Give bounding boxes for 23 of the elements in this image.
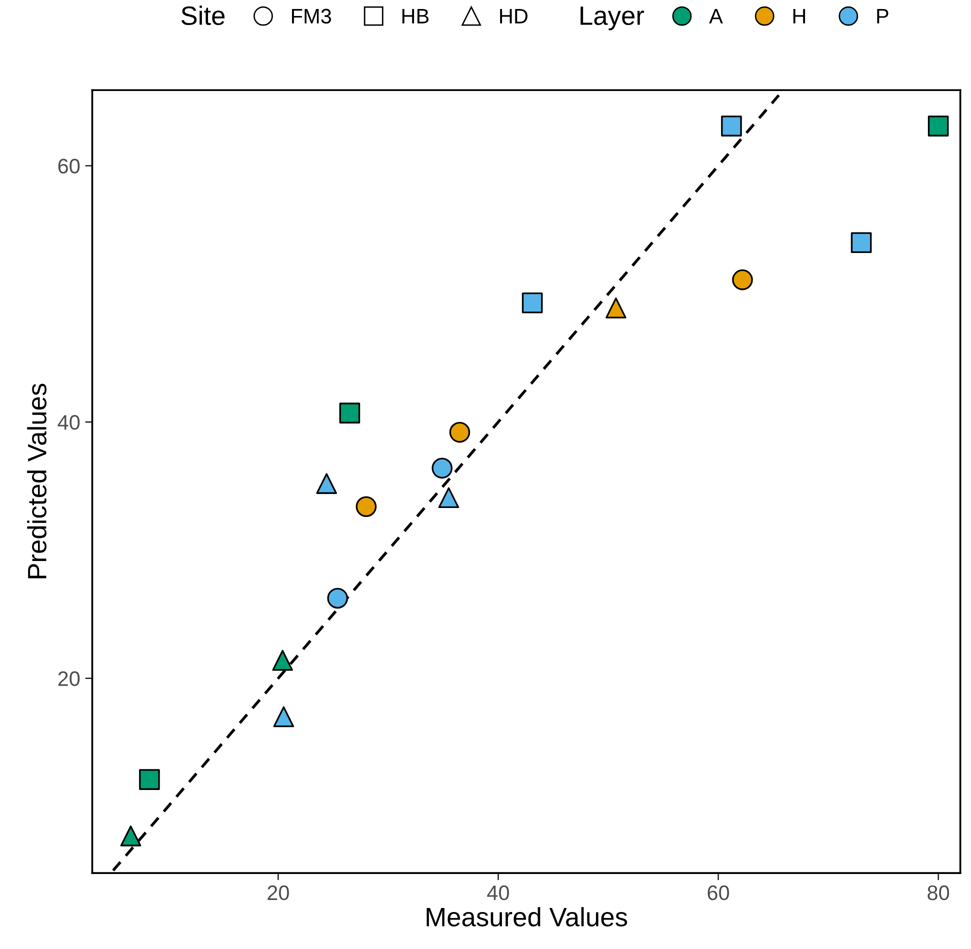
point bbox=[339, 402, 360, 424]
text: Site bbox=[181, 6, 225, 26]
legend-label: H bbox=[793, 9, 806, 24]
point bbox=[316, 473, 337, 494]
point bbox=[928, 116, 949, 136]
y-tick-label: 60 bbox=[58, 158, 80, 174]
y-tick-label: 40 bbox=[58, 415, 80, 430]
y-axis-title: Predicted Values bbox=[27, 384, 46, 578]
point bbox=[273, 706, 294, 728]
x-tick-label: 80 bbox=[928, 885, 950, 900]
legend-label: A bbox=[709, 9, 723, 24]
legend-label: HB bbox=[402, 9, 429, 24]
point bbox=[438, 487, 460, 508]
point bbox=[139, 769, 160, 790]
legend-label: FM3 bbox=[292, 8, 332, 24]
text: Layer bbox=[580, 6, 644, 30]
x-tick-label: 60 bbox=[708, 885, 730, 900]
x-axis-title: Measured Values bbox=[426, 907, 628, 926]
legend-label: HD bbox=[500, 9, 528, 24]
legend-label: P bbox=[877, 9, 888, 24]
x-tick-label: 20 bbox=[268, 885, 289, 900]
y-tick-label: 20 bbox=[58, 671, 80, 686]
x-tick-label: 40 bbox=[487, 885, 509, 900]
